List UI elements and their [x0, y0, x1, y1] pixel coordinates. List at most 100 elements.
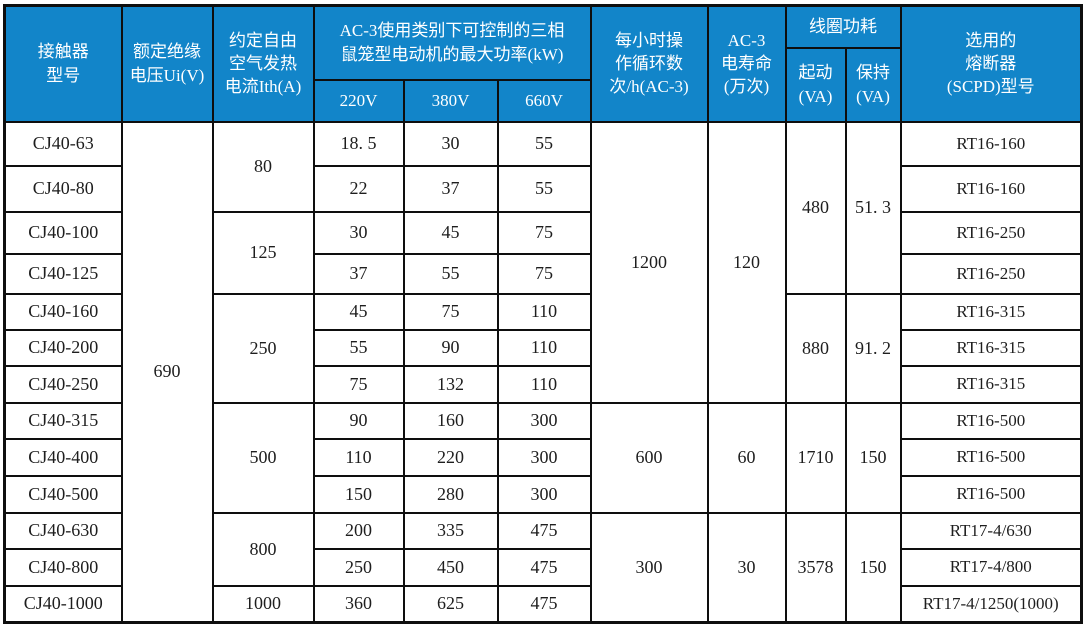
header-coil-hold: 保持 (VA)	[844, 46, 902, 123]
table-row: CJ40-160 250 45 75 110 880 91. 2 RT16-315	[3, 292, 1083, 404]
cell-fuse: RT16-500	[899, 437, 1083, 477]
header-coil-start: 起动 (VA)	[784, 46, 847, 123]
cell-coil-start: 1710	[784, 401, 847, 514]
cell-model: CJ40-1000	[3, 584, 123, 624]
cell-kw-380: 45	[402, 210, 499, 255]
cell-fuse: RT17-4/800	[899, 547, 1083, 587]
cell-coil-start: 3578	[784, 511, 847, 624]
cell-kw-660: 55	[496, 120, 592, 167]
cell-coil-hold: 150	[844, 401, 902, 514]
cell-kw-220: 75	[312, 364, 405, 404]
header-row-3: 220V 380V 660V	[5, 78, 1082, 123]
header-row-2: 起动 (VA) 保持 (VA)	[5, 46, 1082, 123]
cell-kw-220: 150	[312, 474, 405, 514]
header-voltage-220: 220V	[312, 78, 405, 123]
cell-model: CJ40-250	[3, 364, 123, 404]
cell-model: CJ40-630	[3, 511, 123, 550]
cell-kw-660: 75	[496, 252, 592, 295]
cell-model: CJ40-63	[3, 120, 123, 167]
cell-kw-220: 360	[312, 584, 405, 624]
table-row: CJ40-63 690 80 18. 5 30 55 1200 120 480 51. 3 RT16…	[3, 120, 1083, 624]
cell-cycles-per-hour: 600	[589, 401, 709, 514]
cell-ac3-electrical-life: 60	[706, 401, 787, 514]
cell-coil-hold: 150	[844, 511, 902, 624]
cell-fuse: RT16-500	[899, 474, 1083, 514]
cell-model: CJ40-800	[3, 547, 123, 587]
header-ac3-electrical-life: AC-3 电寿命 (万次)	[706, 4, 787, 123]
cell-thermal-current: 800	[211, 511, 315, 587]
cell-kw-660: 55	[496, 164, 592, 213]
cell-kw-660: 110	[496, 328, 592, 367]
cell-model: CJ40-500	[3, 474, 123, 514]
cell-kw-220: 200	[312, 511, 405, 550]
cell-fuse: RT16-250	[899, 210, 1083, 255]
cell-kw-380: 220	[402, 437, 499, 477]
cell-ac3-electrical-life: 120	[706, 120, 787, 404]
cell-cycles-per-hour: 1200	[589, 120, 709, 404]
cell-kw-660: 110	[496, 364, 592, 404]
cell-kw-220: 90	[312, 401, 405, 440]
cell-kw-660: 300	[496, 474, 592, 514]
cell-kw-220: 30	[312, 210, 405, 255]
header-fuse-type: 选用的 熔断器 (SCPD)型号	[899, 4, 1083, 123]
cell-fuse: RT16-315	[899, 292, 1083, 331]
header-thermal-current: 约定自由 空气发热 电流Ith(A)	[211, 4, 315, 123]
cell-kw-220: 250	[312, 547, 405, 587]
cell-kw-380: 625	[402, 584, 499, 624]
cell-kw-660: 475	[496, 511, 592, 550]
cell-kw-380: 160	[402, 401, 499, 440]
cell-kw-220: 55	[312, 328, 405, 367]
cell-kw-380: 55	[402, 252, 499, 295]
cell-kw-380: 37	[402, 164, 499, 213]
header-ac3-max-power: AC-3使用类别下可控制的三相 鼠笼型电动机的最大功率(kW)	[312, 4, 592, 81]
cell-thermal-current: 125	[211, 210, 315, 295]
cell-coil-hold: 51. 3	[844, 120, 902, 295]
cell-kw-380: 75	[402, 292, 499, 331]
cell-kw-380: 450	[402, 547, 499, 587]
cell-model: CJ40-400	[3, 437, 123, 477]
cell-fuse: RT16-250	[899, 252, 1083, 295]
cell-kw-220: 22	[312, 164, 405, 213]
table-row: CJ40-250 75 132 110 RT16-315	[3, 364, 1083, 404]
cell-kw-380: 30	[402, 120, 499, 167]
cell-coil-start: 480	[784, 120, 847, 295]
cell-kw-220: 45	[312, 292, 405, 331]
table-row: CJ40-100 125 30 45 75 RT16-250	[3, 210, 1083, 295]
cell-fuse: RT17-4/1250(1000)	[899, 584, 1083, 624]
header-insulation-voltage: 额定绝缘 电压Ui(V)	[120, 4, 214, 123]
cell-model: CJ40-160	[3, 292, 123, 331]
header-model: 接触器 型号	[3, 4, 123, 123]
header-voltage-380: 380V	[402, 78, 499, 123]
cell-thermal-current: 500	[211, 401, 315, 514]
cell-fuse: RT17-4/630	[899, 511, 1083, 550]
cell-kw-380: 90	[402, 328, 499, 367]
cell-fuse: RT16-500	[899, 401, 1083, 440]
cell-coil-hold: 91. 2	[844, 292, 902, 404]
cell-cycles-per-hour: 300	[589, 511, 709, 624]
cell-model: CJ40-100	[3, 210, 123, 255]
header-voltage-660: 660V	[496, 78, 592, 123]
cell-model: CJ40-125	[3, 252, 123, 295]
cell-model: CJ40-80	[3, 164, 123, 213]
cell-kw-660: 475	[496, 547, 592, 587]
table-row: CJ40-125 37 55 75 RT16-250	[3, 252, 1083, 295]
cell-kw-220: 37	[312, 252, 405, 295]
cell-thermal-current: 80	[211, 120, 315, 213]
cell-coil-start: 880	[784, 292, 847, 404]
cell-ac3-electrical-life: 30	[706, 511, 787, 624]
cell-model: CJ40-315	[3, 401, 123, 440]
table-row: CJ40-400 110 220 300 RT16-500	[3, 437, 1083, 477]
cell-thermal-current: 1000	[211, 584, 315, 624]
table-row: CJ40-1000 1000 360 625 475 RT17-4/1250(1000)	[3, 584, 1083, 624]
cell-fuse: RT16-160	[899, 164, 1083, 213]
table-body: CJ40-63 690 80 18. 5 30 55 1200 120 480 51. 3 RT16…	[3, 120, 1083, 624]
table-row: CJ40-630 800 200 335 475 300 30 3578 150 RT17-4/6…	[3, 511, 1083, 624]
header-row-1: 接触器 型号 额定绝缘 电压Ui(V) 约定自由 空气发热 电流Ith(A) A…	[3, 4, 1083, 123]
cell-kw-380: 132	[402, 364, 499, 404]
table-row: CJ40-500 150 280 300 RT16-500	[3, 474, 1083, 514]
cell-kw-660: 110	[496, 292, 592, 331]
cell-kw-220: 18. 5	[312, 120, 405, 167]
cell-fuse: RT16-315	[899, 328, 1083, 367]
table-header: 接触器 型号 额定绝缘 电压Ui(V) 约定自由 空气发热 电流Ith(A) A…	[3, 4, 1083, 123]
